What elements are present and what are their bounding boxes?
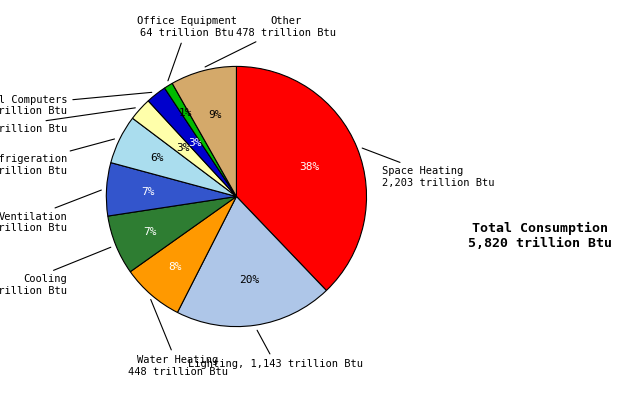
Text: Refrigeration
354 trillion Btu: Refrigeration 354 trillion Btu — [0, 139, 114, 176]
Text: 6%: 6% — [150, 152, 164, 163]
Wedge shape — [106, 163, 236, 216]
Text: Space Heating
2,203 trillion Btu: Space Heating 2,203 trillion Btu — [362, 148, 495, 188]
Text: Cooking, 167 trillion Btu: Cooking, 167 trillion Btu — [0, 108, 135, 134]
Text: Total Consumption
5,820 trillion Btu: Total Consumption 5,820 trillion Btu — [468, 222, 612, 250]
Text: 1%: 1% — [179, 108, 192, 118]
Text: Water Heating
448 trillion Btu: Water Heating 448 trillion Btu — [128, 299, 228, 377]
Text: 3%: 3% — [176, 143, 190, 154]
Text: Other
478 trillion Btu: Other 478 trillion Btu — [205, 16, 336, 67]
Wedge shape — [108, 196, 236, 272]
Wedge shape — [178, 196, 327, 327]
Wedge shape — [130, 196, 236, 312]
Text: 7%: 7% — [143, 227, 157, 237]
Text: 38%: 38% — [299, 162, 319, 173]
Text: Ventilation
384 trillion Btu: Ventilation 384 trillion Btu — [0, 190, 102, 233]
Text: Personal Computers
148 trillion Btu: Personal Computers 148 trillion Btu — [0, 92, 152, 116]
Wedge shape — [111, 118, 236, 196]
Wedge shape — [236, 66, 367, 290]
Wedge shape — [165, 83, 236, 196]
Wedge shape — [148, 88, 236, 196]
Text: 3%: 3% — [188, 138, 201, 148]
Text: Lighting, 1,143 trillion Btu: Lighting, 1,143 trillion Btu — [188, 330, 363, 369]
Text: 7%: 7% — [141, 187, 155, 196]
Text: 20%: 20% — [238, 275, 259, 285]
Text: Office Equipment
64 trillion Btu: Office Equipment 64 trillion Btu — [137, 16, 237, 81]
Wedge shape — [173, 66, 236, 196]
Text: Cooling
431 trillion Btu: Cooling 431 trillion Btu — [0, 247, 111, 296]
Text: 8%: 8% — [169, 263, 182, 272]
Text: 9%: 9% — [208, 110, 222, 120]
Wedge shape — [132, 101, 236, 196]
